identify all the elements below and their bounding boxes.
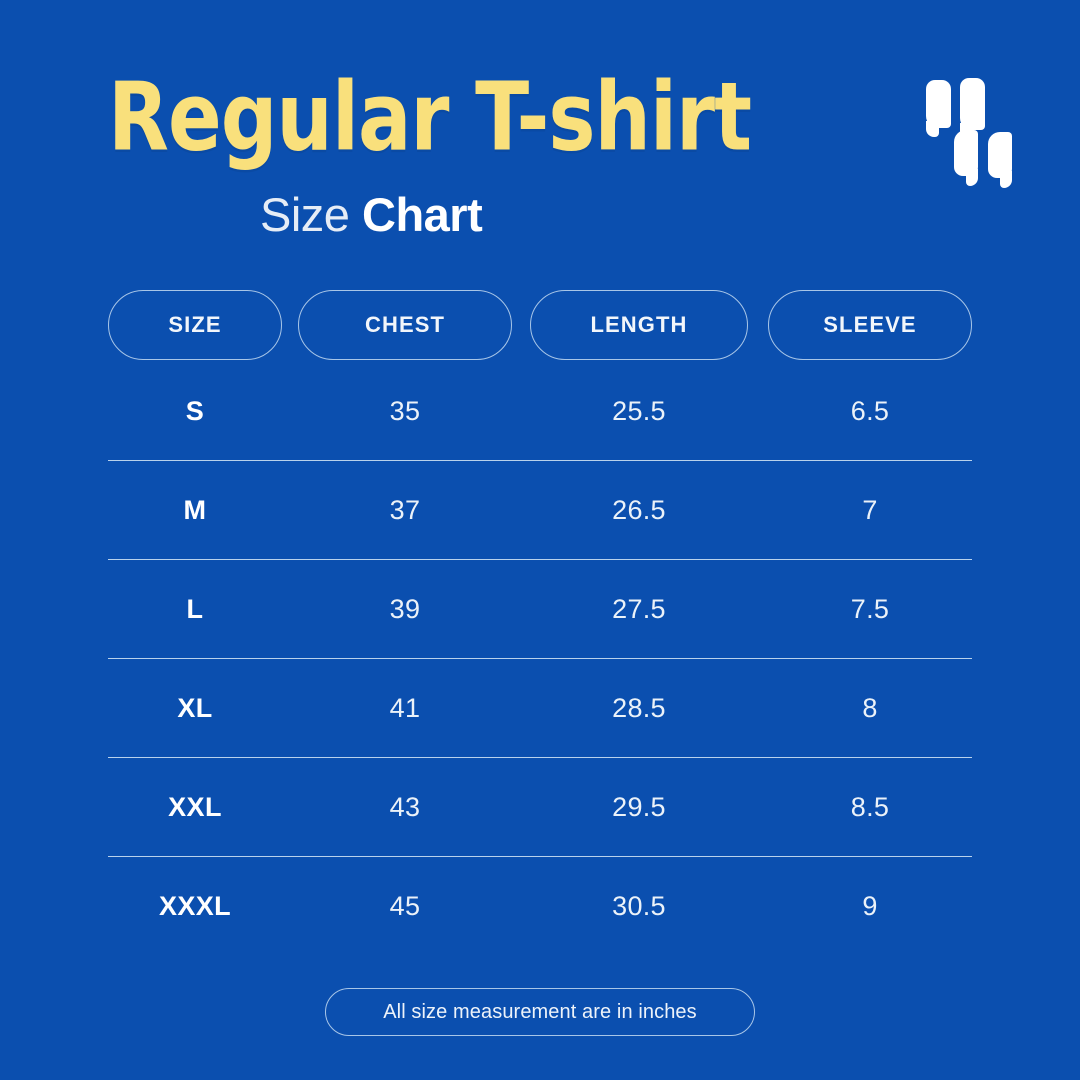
cell-length: 27.5 [612,593,666,624]
cell-length: 26.5 [612,494,666,525]
cell-size: XL [177,692,213,723]
subtitle-light-part: Size [260,188,362,241]
cell-size: L [186,593,204,624]
table-body: S 35 25.5 6.5 M 37 26.5 7 L 39 [108,362,972,956]
cell-sleeve: 9 [862,891,878,921]
cell-chest: 45 [389,891,421,921]
cell-size: M [183,494,207,525]
cell-size: S [185,395,205,426]
column-header-size: SIZE [108,290,282,360]
close-quote-icon [988,132,1012,188]
cell-sleeve: 6.5 [850,395,890,426]
cell-chest: 39 [389,593,421,624]
table-row: XXXL 45 30.5 9 [108,857,972,956]
cell-chest: 41 [389,692,421,723]
table-row: XL 41 28.5 8 [108,659,972,758]
table-header-row: SIZE CHEST LENGTH SLEEVE [108,288,972,362]
open-quote-icon [960,78,985,139]
cell-sleeve: 8 [862,692,878,723]
header-cell-length: LENGTH [530,290,748,360]
page-title: Regular T-shirt [108,62,752,172]
quotation-marks-logo-icon [924,78,1016,188]
table-row: L 39 27.5 7.5 [108,560,972,659]
header-cell-size: SIZE [108,290,282,360]
cell-length: 29.5 [612,791,666,822]
subtitle: Size Chart [260,190,808,240]
measurement-unit-note: All size measurement are in inches [325,988,755,1036]
cell-chest: 37 [389,494,421,525]
close-quote-icon [954,130,978,186]
cell-chest: 43 [389,791,421,822]
header-cell-sleeve: SLEEVE [768,290,972,360]
cell-sleeve: 7 [862,494,878,525]
header-area: Regular T-shirt Size Chart [0,0,1080,260]
cell-length: 25.5 [612,395,666,426]
size-chart-table: SIZE CHEST LENGTH SLEEVE S 35 25.5 [108,288,972,956]
cell-length: 30.5 [612,891,666,921]
cell-sleeve: 8.5 [850,791,890,822]
footer-area: All size measurement are in inches [0,988,1080,1036]
column-header-sleeve: SLEEVE [768,290,972,360]
table-row: M 37 26.5 7 [108,461,972,560]
cell-length: 28.5 [612,692,666,723]
cell-size: XXXL [158,891,232,921]
table-row: S 35 25.5 6.5 [108,362,972,461]
table-row: XXL 43 29.5 8.5 [108,758,972,857]
cell-size: XXL [168,791,222,822]
subtitle-bold-part: Chart [362,188,483,241]
header-cell-chest: CHEST [298,290,512,360]
cell-chest: 35 [389,395,421,426]
column-header-chest: CHEST [298,290,512,360]
title-block: Regular T-shirt Size Chart [108,62,808,240]
open-quote-icon [926,80,951,137]
column-header-length: LENGTH [530,290,748,360]
cell-sleeve: 7.5 [850,593,890,624]
